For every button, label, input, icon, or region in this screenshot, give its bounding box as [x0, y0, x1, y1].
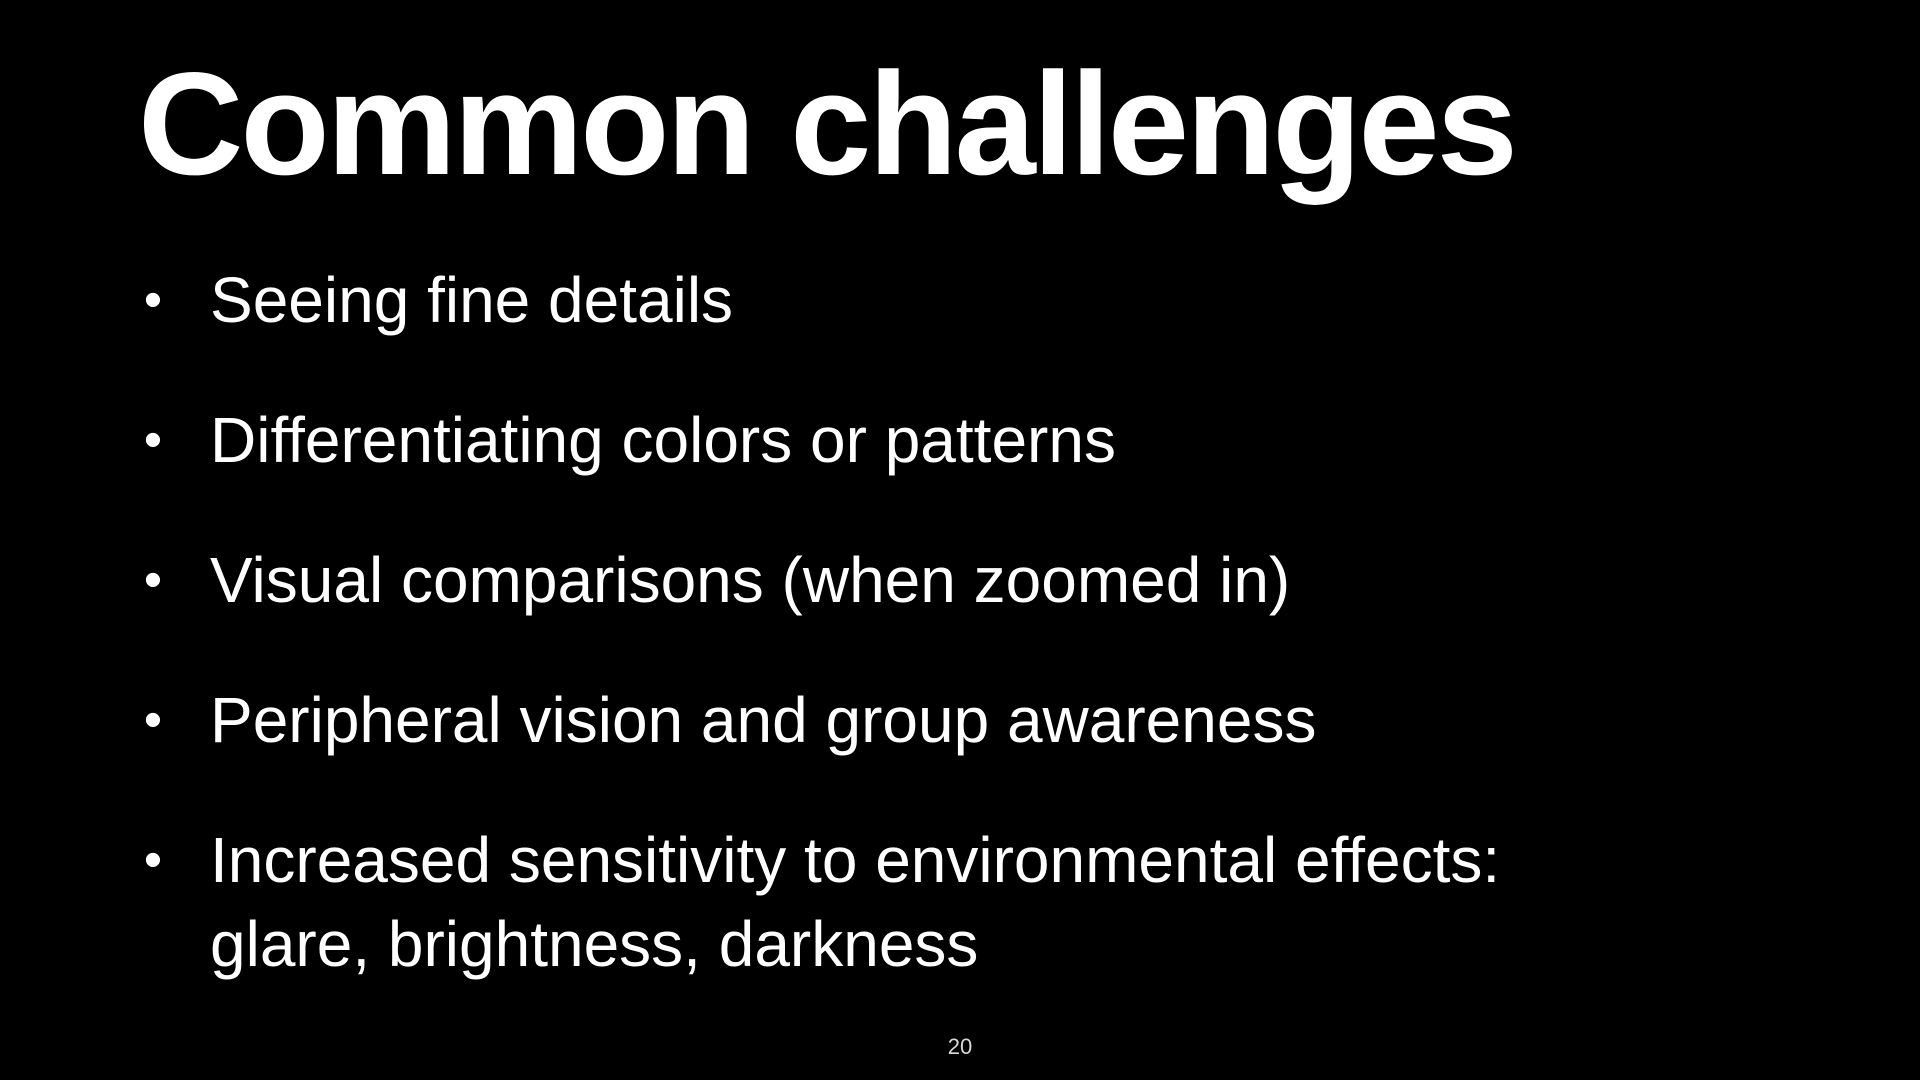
bullet-dot-icon: • [143, 551, 163, 609]
bullet-dot-icon: • [143, 691, 163, 749]
bullet-text: Seeing fine details [210, 264, 734, 336]
bullet-text: Increased sensitivity to environmental e… [210, 824, 1501, 896]
bullet-dot-icon: • [143, 411, 163, 469]
bullet-text: Differentiating colors or patterns [210, 404, 1116, 476]
bullet-item: • Seeing fine details [138, 258, 1838, 342]
bullet-item: • Visual comparisons (when zoomed in) [138, 538, 1838, 622]
bullet-dot-icon: • [143, 831, 163, 889]
bullet-list: • Seeing fine details • Differentiating … [138, 258, 1838, 1042]
page-number: 20 [947, 1034, 973, 1059]
bullet-text: Visual comparisons (when zoomed in) [210, 544, 1291, 616]
slide-title: Common challenges [138, 42, 1518, 205]
bullet-text: Peripheral vision and group awareness [210, 684, 1317, 756]
bullet-item: • Peripheral vision and group awareness [138, 678, 1838, 762]
bullet-item: • Increased sensitivity to environmental… [138, 818, 1838, 986]
bullet-item: • Differentiating colors or patterns [138, 398, 1838, 482]
bullet-dot-icon: • [143, 271, 163, 329]
bullet-text-continued: glare, brightness, darkness [210, 908, 979, 980]
